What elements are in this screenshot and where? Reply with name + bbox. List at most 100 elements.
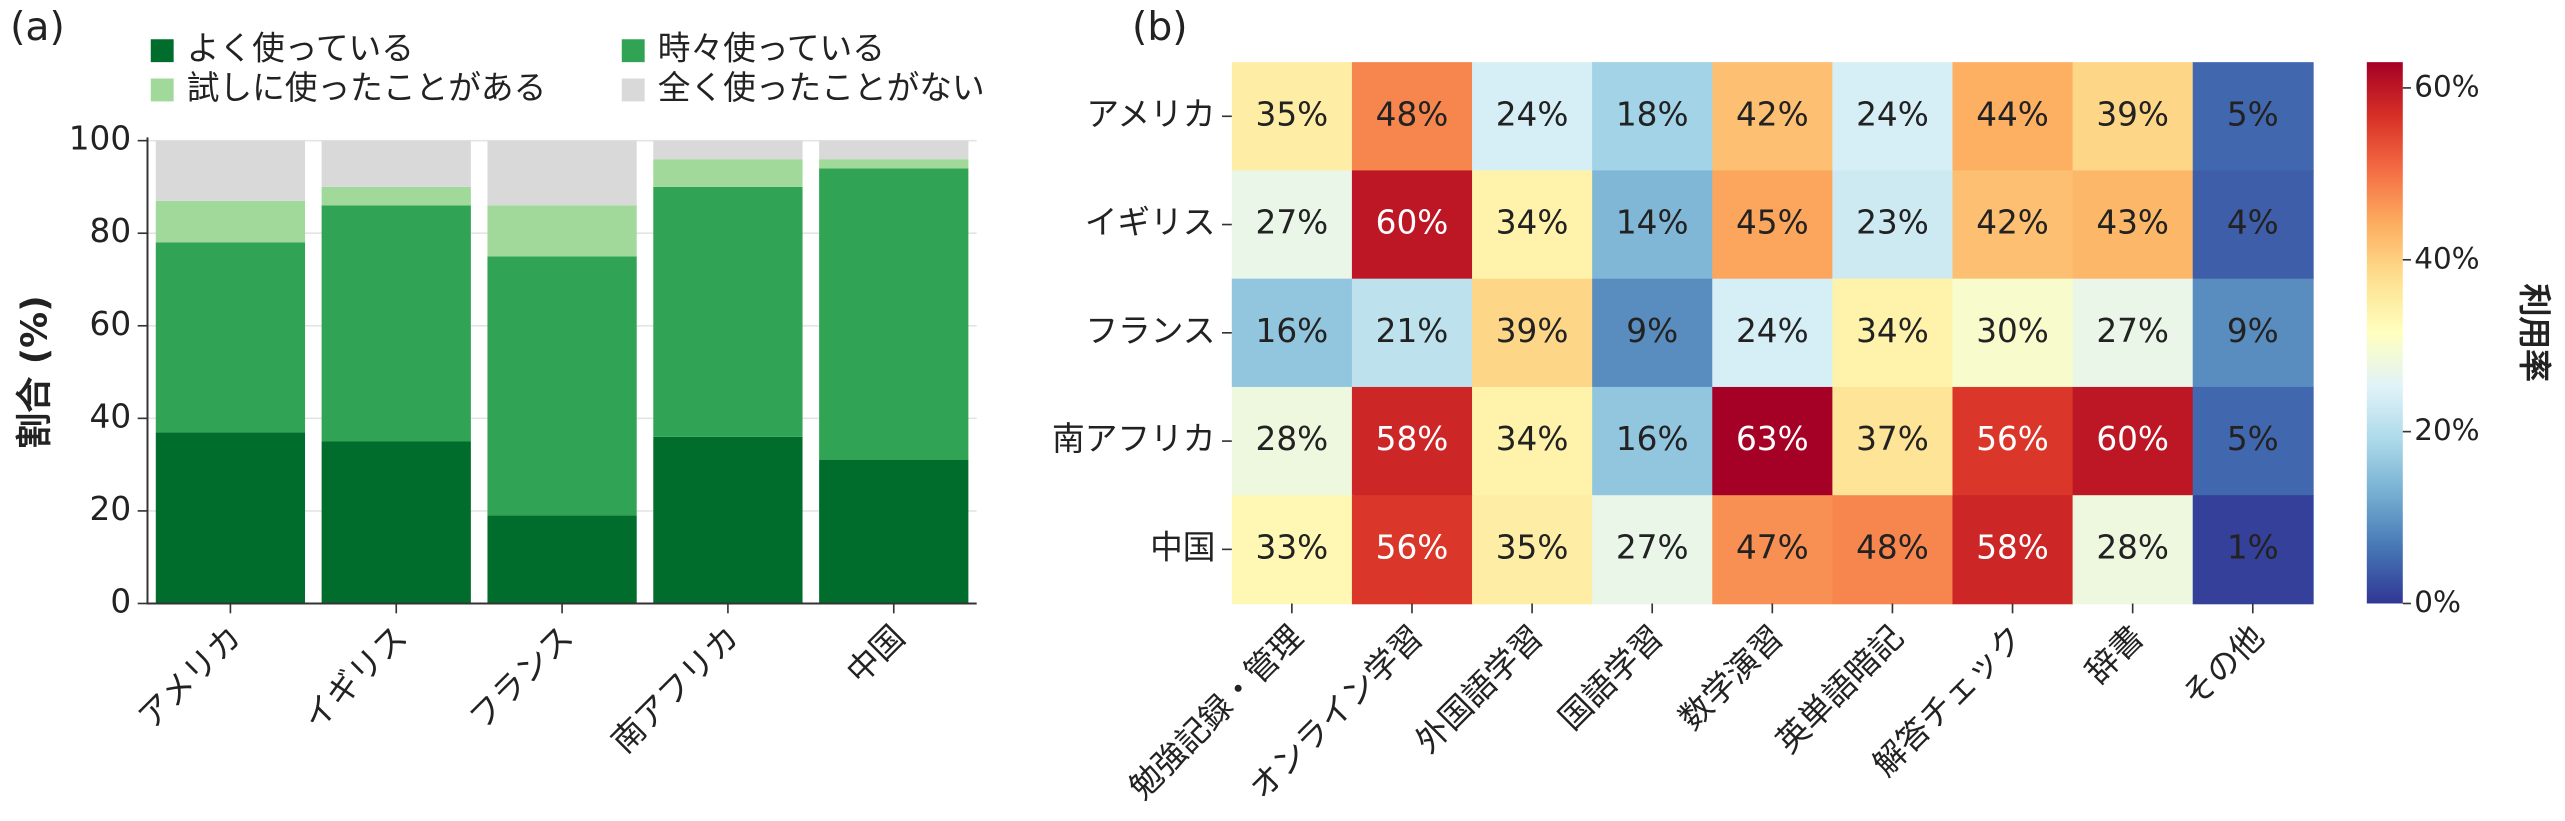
cell-label: 28% — [2096, 528, 2169, 566]
heatmap-cell — [1231, 170, 1353, 280]
y-tick-label: 40 — [90, 397, 132, 435]
heatmap-cell — [2072, 386, 2194, 497]
heatmap-cell — [1712, 62, 1834, 172]
cell-label: 33% — [1256, 528, 1329, 566]
cell-label: 14% — [1616, 204, 1689, 242]
cell-label: 58% — [1976, 528, 2049, 566]
cell-label: 27% — [1256, 204, 1329, 242]
cell-label: 44% — [1976, 95, 2049, 133]
heatmap-cell — [1832, 62, 1954, 172]
bar-segment — [819, 168, 969, 461]
heatmap-cell — [2192, 170, 2314, 280]
y-tick-label: 100 — [69, 120, 131, 158]
cell-label: 21% — [1376, 312, 1449, 350]
panel-label: (b) — [1132, 5, 1188, 50]
cell-label: 34% — [1496, 204, 1569, 242]
bar-segment — [819, 140, 969, 160]
heatmap-cell — [1712, 278, 1834, 388]
bar-segment — [321, 441, 471, 604]
cell-label: 60% — [1376, 204, 1449, 242]
heatmap-cell — [1231, 278, 1353, 388]
axis-spine — [146, 137, 977, 605]
heatmap-cell — [1712, 170, 1834, 280]
bar-segment — [487, 205, 637, 257]
heatmap-cell — [1592, 495, 1714, 605]
x-tick-label: イギリス — [295, 618, 414, 737]
heatmap-cell — [2192, 62, 2314, 172]
y-tick-label: フランス — [1085, 312, 1215, 350]
x-tick-label: フランス — [462, 618, 581, 737]
cell-label: 28% — [1256, 420, 1329, 458]
heatmap-cell — [2192, 386, 2314, 497]
cell-label: 24% — [1496, 95, 1569, 133]
cell-label: 58% — [1376, 420, 1449, 458]
bar-segment — [155, 432, 306, 604]
cell-label: 35% — [1256, 95, 1329, 133]
legend-swatch — [621, 78, 645, 102]
y-tick-label: イギリス — [1085, 204, 1216, 242]
cell-label: 9% — [2227, 312, 2279, 350]
cell-label: 42% — [1976, 204, 2049, 242]
heatmap-cell — [1952, 386, 2074, 497]
y-tick-label: 60 — [90, 305, 132, 343]
y-tick-label: 中国 — [1150, 528, 1215, 566]
cell-label: 16% — [1256, 312, 1329, 350]
y-tick-label: 20 — [90, 490, 132, 528]
cell-label: 30% — [1976, 312, 2049, 350]
y-tick-label: アメリカ — [1086, 95, 1215, 133]
heatmap-cell — [1712, 386, 1834, 497]
bar-segment — [321, 205, 471, 442]
y-tick-label: 80 — [90, 212, 132, 250]
y-tick-label: 南アフリカ — [1052, 420, 1215, 458]
x-tick-label: 南アフリカ — [604, 618, 746, 760]
y-axis-label: 割合 (%) — [14, 295, 55, 448]
bar-segment — [487, 140, 637, 206]
x-tick-label: 国語学習 — [1551, 618, 1670, 737]
heatmap-cell — [1832, 386, 1954, 497]
bar-segment — [155, 242, 306, 433]
cell-label: 34% — [1496, 420, 1569, 458]
cell-label: 16% — [1616, 420, 1689, 458]
heatmap-cell — [2072, 170, 2194, 280]
legend-label: 試しに使ったことがある — [187, 69, 547, 107]
heatmap-cell — [1472, 495, 1593, 605]
cell-label: 24% — [1856, 95, 1929, 133]
cell-label: 24% — [1736, 312, 1809, 350]
colorbar-label: 利用率 — [2515, 284, 2553, 382]
x-tick-label: 中国 — [839, 618, 912, 691]
cell-label: 45% — [1736, 204, 1809, 242]
bar-segment — [487, 515, 637, 604]
colorbar-tick-label: 40% — [2414, 241, 2479, 275]
legend-label: 全く使ったことがない — [658, 69, 985, 107]
cell-label: 9% — [1626, 312, 1678, 350]
legend-label: 時々使っている — [658, 30, 885, 68]
cell-label: 42% — [1736, 95, 1809, 133]
panel-label: (a) — [10, 5, 65, 50]
cell-label: 60% — [2096, 420, 2169, 458]
heatmap-cell — [1592, 278, 1714, 388]
heatmap-cell — [1231, 62, 1353, 172]
cell-label: 1% — [2227, 528, 2279, 566]
bar-segment — [487, 256, 637, 516]
heatmap-cell — [2072, 278, 2194, 388]
heatmap-cell — [1472, 170, 1593, 280]
heatmap-cell — [1592, 170, 1714, 280]
bar-segment — [653, 436, 803, 604]
heatmap-cell — [1832, 278, 1954, 388]
cell-label: 23% — [1856, 204, 1929, 242]
cell-label: 56% — [1976, 420, 2049, 458]
heatmap-cell — [1231, 495, 1353, 605]
heatmap-cell — [1832, 170, 1954, 280]
bar-segment — [819, 159, 969, 169]
cell-label: 48% — [1376, 95, 1449, 133]
legend-swatch — [150, 39, 174, 63]
colorbar-tick-label: 60% — [2414, 69, 2479, 103]
x-tick-label: 辞書 — [2078, 618, 2151, 691]
bar-segment — [321, 186, 471, 206]
heatmap-cell — [1351, 170, 1473, 280]
heatmap-cell — [2072, 495, 2194, 605]
bar-segment — [819, 460, 969, 604]
bar-segment — [653, 186, 803, 437]
heatmap-cell — [1592, 62, 1714, 172]
